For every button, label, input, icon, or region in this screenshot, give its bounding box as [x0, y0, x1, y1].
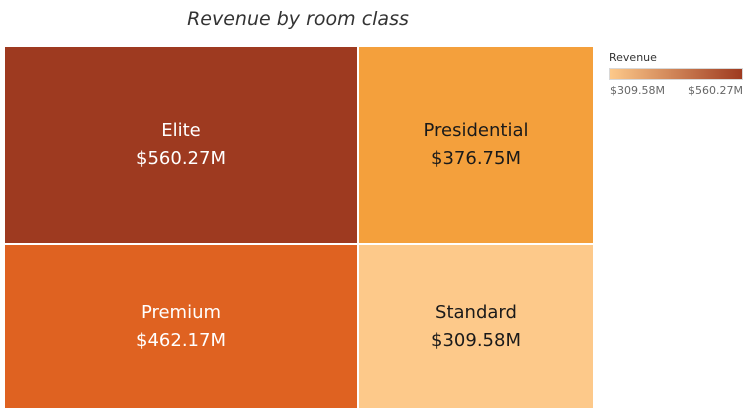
legend-min-label: $309.58M: [610, 84, 665, 97]
tile-label: Presidential: [423, 120, 529, 141]
legend-title: Revenue: [609, 51, 657, 64]
tile-presidential[interactable]: Presidential $376.75M: [359, 47, 593, 243]
tile-elite[interactable]: Elite $560.27M: [5, 47, 357, 243]
legend-max-label: $560.27M: [688, 84, 743, 97]
tile-value-label: $376.75M: [431, 148, 521, 169]
color-legend: Revenue $309.58M $560.27M: [609, 51, 743, 100]
tile-value-label: $560.27M: [136, 148, 226, 169]
tile-label: Standard: [435, 301, 517, 323]
tile-standard[interactable]: Standard $309.58M: [359, 245, 593, 408]
tile-label: Elite: [161, 120, 201, 141]
tile-value-label: $462.17M: [136, 329, 226, 351]
tile-premium[interactable]: Premium $462.17M: [5, 245, 357, 408]
treemap: Elite $560.27M Premium $462.17M Presidential…: [5, 47, 593, 408]
chart-title: Revenue by room class: [187, 8, 409, 30]
tile-value-label: $309.58M: [431, 329, 521, 351]
legend-ticks: $309.58M $560.27M: [609, 84, 743, 100]
tile-label: Premium: [140, 301, 222, 323]
legend-gradient-bar: [609, 68, 743, 80]
